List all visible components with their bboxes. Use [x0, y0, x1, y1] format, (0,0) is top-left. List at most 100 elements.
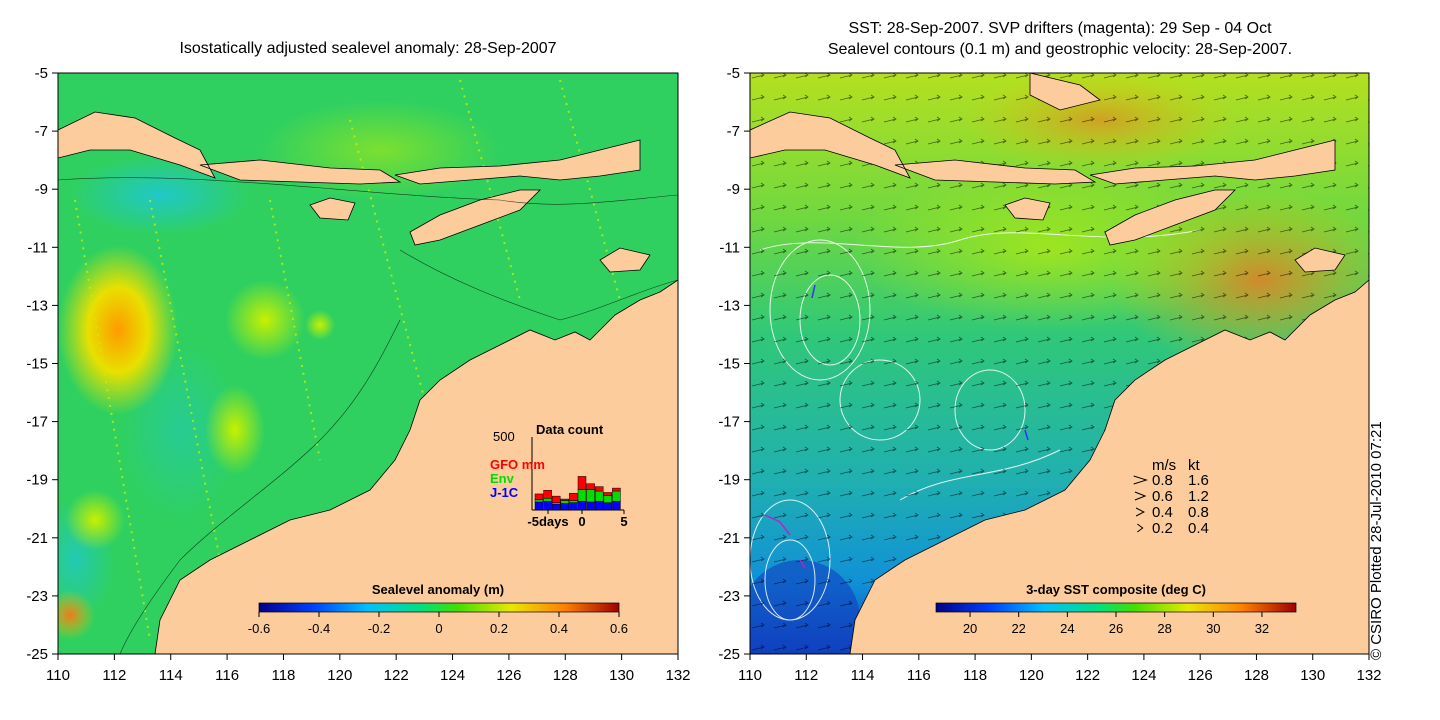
- inset-bar-green: [603, 495, 613, 503]
- right-xtick-label: 110: [738, 667, 762, 684]
- left-axes: -5 -7 -9 -11 -13 -15 -17 -19 -21 -23 -25 110 112 114 1…: [26, 65, 690, 684]
- left-xtick-label: 116: [215, 667, 239, 684]
- right-colorbar-label: 3-day SST composite (deg C): [1026, 582, 1206, 597]
- right-ytick-label: -25: [718, 646, 740, 663]
- left-xtick-label: 120: [327, 667, 352, 684]
- right-map: [750, 73, 1369, 654]
- left-cb-tick-label: 0: [435, 621, 442, 636]
- inset-bar-red: [612, 487, 621, 492]
- left-cb-tick-label: 0.6: [610, 621, 628, 636]
- left-xtick-label: 126: [496, 667, 521, 684]
- right-ytick-label: -19: [718, 472, 740, 489]
- left-colorbar: Sealevel anomaly (m) -0.6 -0.4 -0.2 0 0.2 0.4…: [248, 582, 628, 636]
- velocity-legend-kt: 1.2: [1188, 488, 1209, 505]
- right-cb-tick-label: 20: [963, 621, 977, 636]
- inset-ymax-label: 500: [493, 429, 515, 444]
- inset-bar-blue: [577, 500, 587, 511]
- inset-bar-blue: [594, 500, 604, 511]
- left-ytick-label: -17: [26, 414, 48, 431]
- left-landmass-north: [58, 111, 651, 273]
- inset-legend-label: GFO mm: [490, 457, 545, 472]
- inset-bar-blue: [569, 502, 578, 511]
- inset-title: Data count: [536, 422, 604, 437]
- left-cb-tick-label: -0.6: [248, 621, 270, 636]
- inset-bar-blue: [534, 501, 544, 511]
- left-cb-tick-label: -0.4: [308, 621, 330, 636]
- inset-bar-red: [543, 490, 552, 499]
- right-xtick-label: 124: [1131, 667, 1156, 684]
- inset-legend-label: J-1C: [490, 485, 519, 500]
- inset-bar-blue: [586, 501, 595, 511]
- inset-bar-blue: [560, 503, 570, 511]
- inset-bar-green: [534, 499, 544, 503]
- velocity-legend-kt: 0.4: [1188, 520, 1209, 537]
- right-xtick-label: 130: [1300, 667, 1325, 684]
- right-landmass-north: [750, 73, 1346, 273]
- right-cb-tick-label: 32: [1255, 621, 1269, 636]
- inset-bar-green: [543, 498, 552, 502]
- velocity-legend-kt-header: kt: [1188, 457, 1201, 474]
- credit-label: © CSIRO Plotted 28-Jul-2010 07:21: [1368, 421, 1385, 660]
- inset-bar-red: [560, 498, 570, 501]
- left-xtick-label: 124: [440, 667, 465, 684]
- left-ytick-label: -23: [26, 588, 48, 605]
- right-australia: [849, 279, 1369, 654]
- inset-bar-red: [534, 493, 544, 501]
- inset-bar-green: [612, 490, 621, 502]
- left-map: [58, 73, 678, 654]
- velocity-legend-ms-header: m/s: [1152, 457, 1176, 474]
- left-ytick-label: -21: [26, 530, 48, 547]
- right-cb-tick-label: 30: [1206, 621, 1220, 636]
- inset-xtick-label: 5: [620, 514, 627, 529]
- left-ytick-label: -7: [35, 123, 48, 140]
- left-cb-tick-label: -0.2: [368, 621, 390, 636]
- inset-bar-red: [577, 476, 587, 490]
- left-ytick-label: -13: [26, 297, 48, 314]
- left-ytick-label: -19: [26, 472, 48, 489]
- left-xtick-label: 130: [609, 667, 634, 684]
- left-australia: [154, 279, 678, 654]
- velocity-legend-ms: 0.2: [1152, 520, 1173, 537]
- left-xtick-label: 122: [384, 667, 409, 684]
- left-xtick-label: 112: [102, 667, 126, 684]
- inset-bar-red: [551, 495, 561, 503]
- right-xtick-label: 122: [1075, 667, 1100, 684]
- velocity-legend-arrow: [1133, 475, 1148, 485]
- inset-bar-green: [594, 490, 604, 502]
- left-xtick-label: 132: [665, 667, 690, 684]
- inset-bar-red: [594, 486, 604, 492]
- left-ytick-label: -25: [26, 646, 48, 663]
- inset-bar-blue: [543, 500, 552, 511]
- inset-legend-label: Env: [490, 471, 515, 486]
- right-xtick-label: 128: [1244, 667, 1269, 684]
- right-cb-tick-label: 22: [1011, 621, 1025, 636]
- right-xtick-label: 112: [794, 667, 818, 684]
- right-map-title-line2: Sealevel contours (0.1 m) and geostrophi…: [827, 41, 1293, 58]
- velocity-legend-ms: 0.4: [1152, 504, 1173, 521]
- inset-bar-red: [586, 483, 595, 490]
- right-ytick-label: -21: [718, 530, 740, 547]
- right-ytick-label: -23: [718, 588, 740, 605]
- left-xtick-label: 128: [553, 667, 578, 684]
- left-cb-tick-label: 0.2: [490, 621, 508, 636]
- inset-bar-blue: [603, 502, 613, 511]
- right-colorbar: 3-day SST composite (deg C) 20 22 24 26 28 30…: [935, 582, 1297, 636]
- inset-xtick-label: 0: [578, 514, 585, 529]
- inset-bar-red: [569, 492, 578, 501]
- right-ytick-label: -13: [718, 297, 740, 314]
- velocity-legend-ms: 0.8: [1152, 472, 1173, 489]
- right-axes: -5 -7 -9 -11 -13 -15 -17 -19 -21 -23 -25 110 112 114 1…: [718, 65, 1381, 684]
- velocity-legend: m/s kt 0.8 1.60.6 1.20.4 0.80.2 0.4: [1133, 457, 1209, 537]
- velocity-legend-ms: 0.6: [1152, 488, 1173, 505]
- inset-bar-green: [569, 500, 578, 503]
- inset-bar-green: [586, 489, 595, 503]
- left-map-title: Isostatically adjusted sealevel anomaly:…: [179, 40, 557, 57]
- right-map-title-line1: SST: 28-Sep-2007. SVP drifters (magenta)…: [848, 20, 1272, 37]
- inset-xtick-label: -5days: [527, 514, 568, 529]
- inset-bar-green: [560, 500, 570, 504]
- velocity-legend-arrow: [1137, 523, 1144, 533]
- left-cb-tick-label: 0.4: [550, 621, 568, 636]
- right-cb-tick-label: 28: [1157, 621, 1171, 636]
